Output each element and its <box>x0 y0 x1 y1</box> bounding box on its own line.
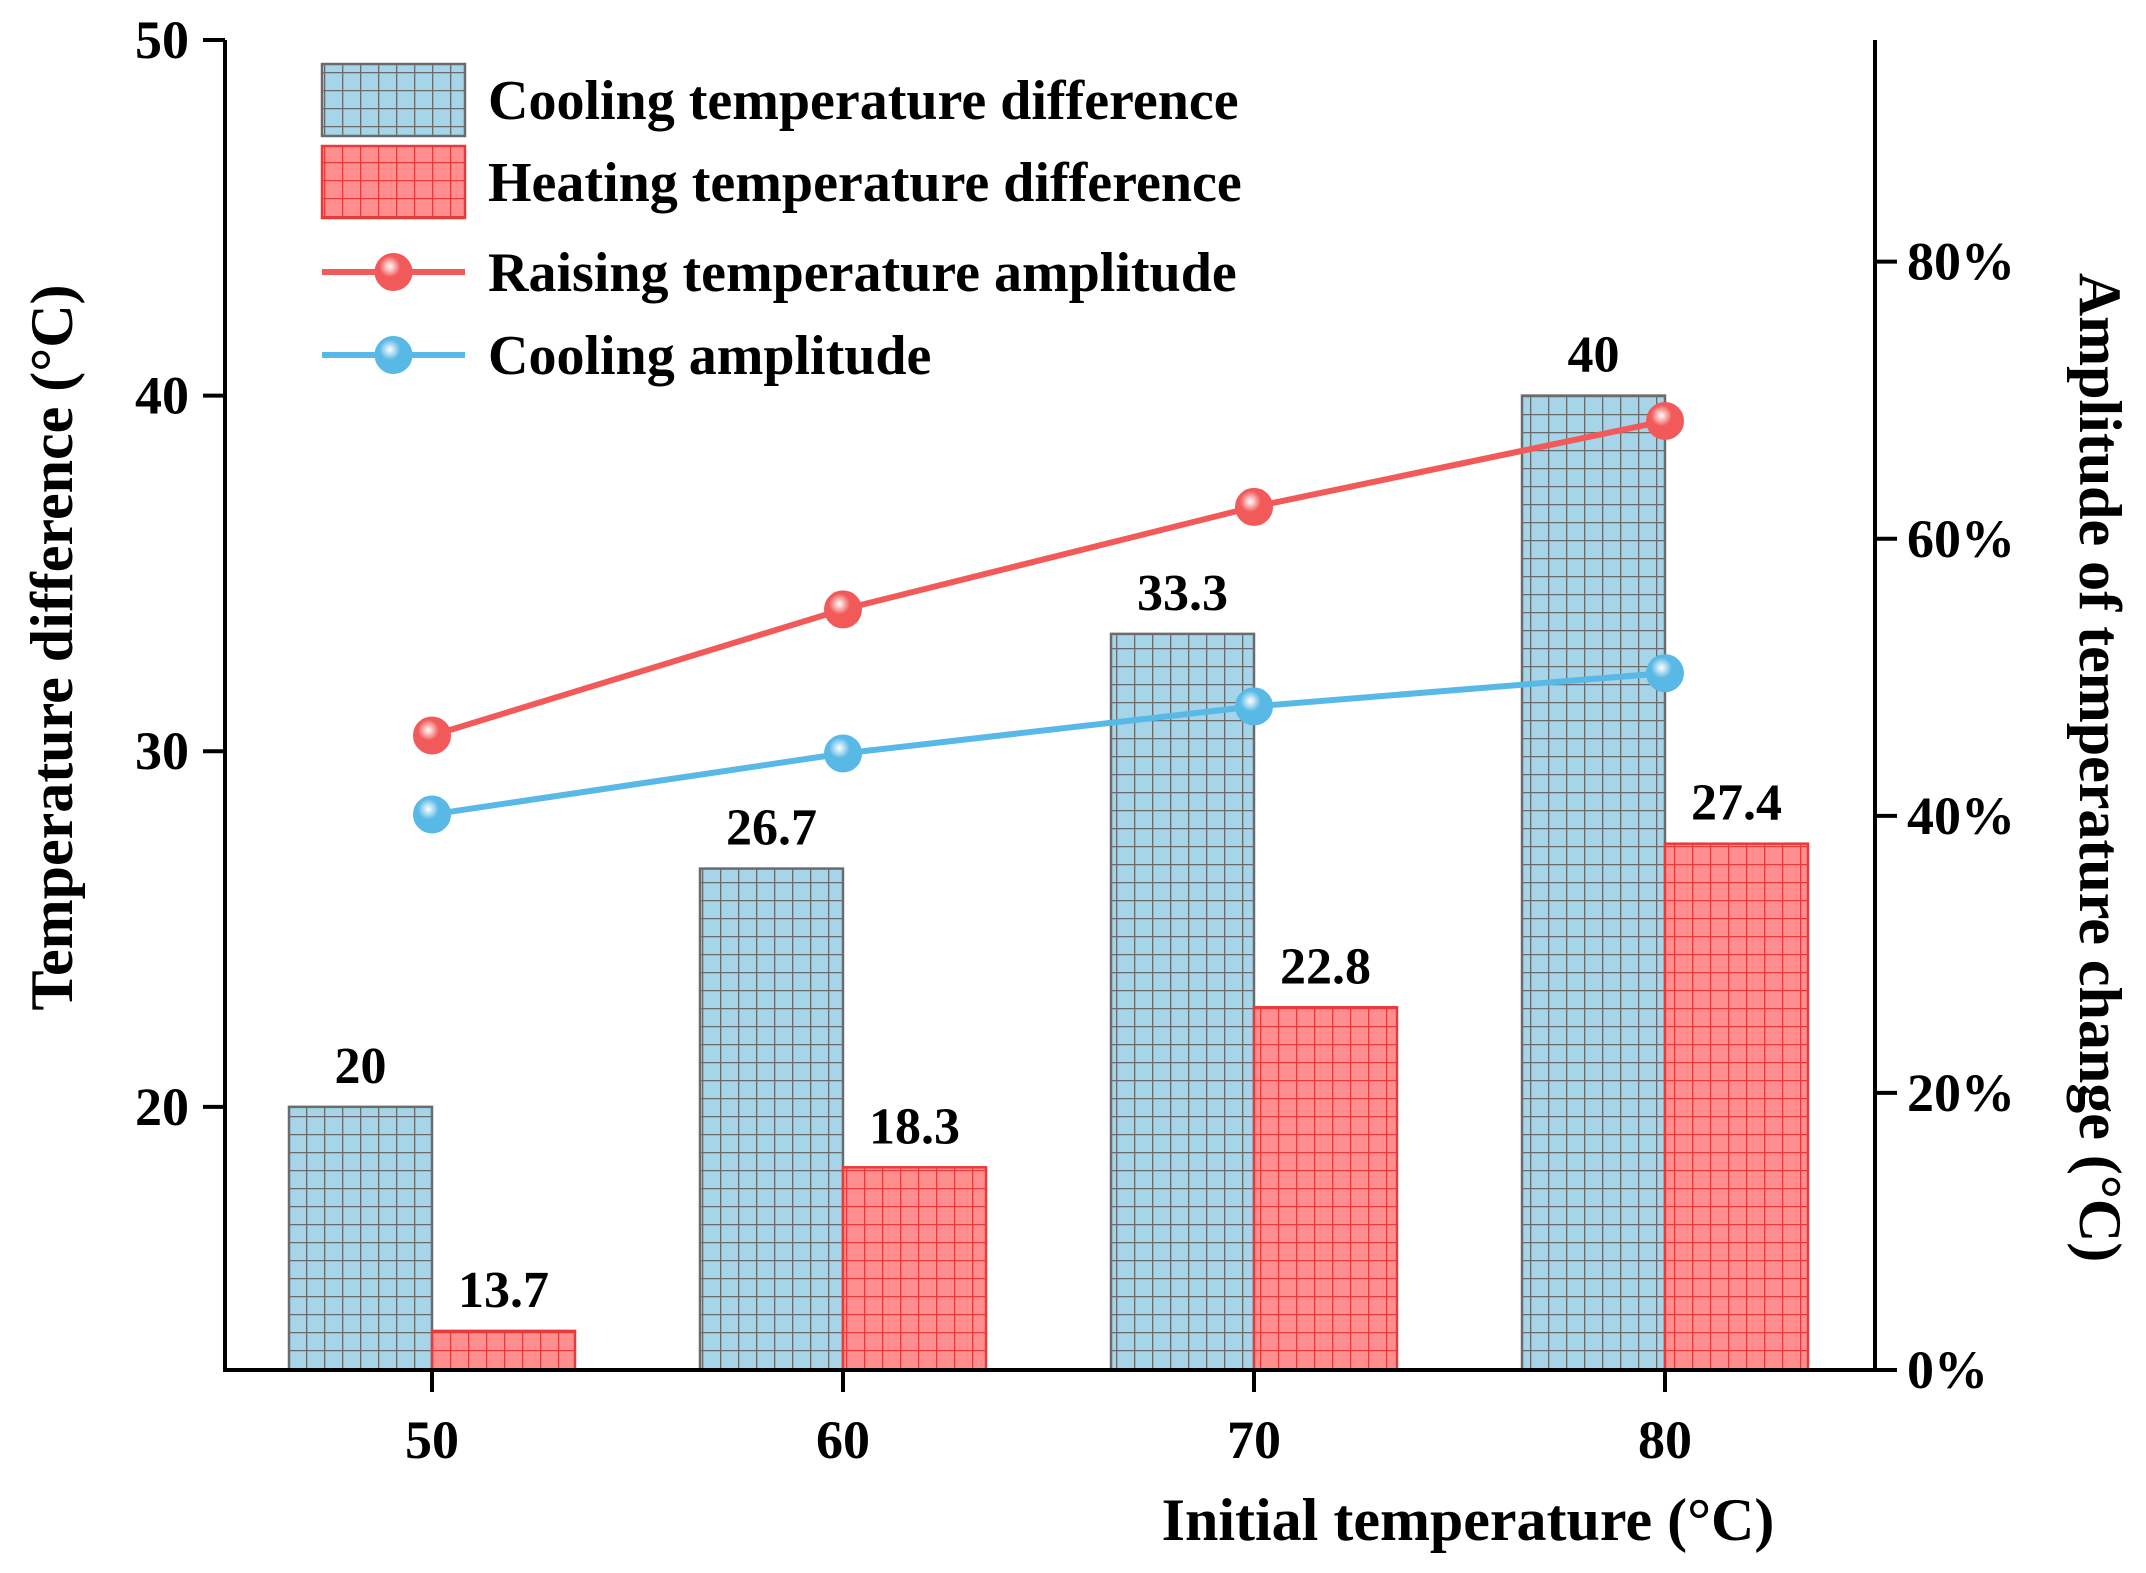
x-tick-label-50: 50 <box>405 1410 459 1470</box>
cooling-amplitude-line <box>431 670 1666 818</box>
heating-data-label-70: 22.8 <box>1280 938 1371 995</box>
cooling-bar-70 <box>1109 632 1256 1372</box>
cooling-amplitude-point-80 <box>1646 654 1684 693</box>
cooling-amplitude-point-70 <box>1235 687 1273 726</box>
cooling-data-label-70: 33.3 <box>1137 565 1228 622</box>
right-tick-label-80: 80% <box>1907 232 2015 292</box>
x-tick-label-80: 80 <box>1638 1410 1692 1470</box>
left-tick-label-20: 20 <box>135 1077 189 1137</box>
heating-bar-50 <box>430 1329 577 1372</box>
right-y-axis-title: Amplitude of temperature change (°C) <box>2067 273 2133 1262</box>
legend-marker-2 <box>374 253 413 291</box>
bars-layer <box>287 394 1810 1372</box>
heating-data-label-80: 27.4 <box>1691 775 1782 832</box>
right-tick-label-60: 60% <box>1907 509 2015 569</box>
y-axis-title: Temperature difference (°C) <box>19 284 85 1010</box>
raising-amplitude-line <box>431 418 1666 739</box>
data-labels-layer: 20 13.7 26.7 18.3 33.3 22.8 40 27.4 <box>335 327 1783 1319</box>
cooling-data-label-50: 20 <box>335 1038 387 1095</box>
legend-swatch-1 <box>320 144 467 220</box>
raising-amplitude-point-50 <box>413 716 451 755</box>
cooling-bar-50 <box>287 1105 434 1372</box>
cooling-bar-80 <box>1520 394 1667 1372</box>
right-tick-label-0: 0% <box>1907 1340 1988 1400</box>
heating-data-label-60: 18.3 <box>869 1098 960 1155</box>
raising-amplitude-point-80 <box>1646 401 1684 440</box>
left-tick-label-50: 50 <box>135 10 189 70</box>
axes-layer: 20 30 40 50 0% 20% 40% 60% 80% 50 60 70 80 Initial te… <box>19 10 2133 1553</box>
raising-amplitude-point-70 <box>1235 487 1273 526</box>
right-tick-label-20: 20% <box>1907 1063 2015 1123</box>
legend: Cooling temperature difference Heating te… <box>320 62 1242 387</box>
heating-data-label-50: 13.7 <box>458 1262 549 1319</box>
legend-swatch-0 <box>320 62 467 138</box>
heating-bar-60 <box>841 1166 988 1372</box>
legend-label-1: Heating temperature difference <box>488 152 1242 214</box>
cooling-bar-60 <box>698 867 845 1372</box>
raising-amplitude-point-60 <box>824 590 862 629</box>
cooling-amplitude-point-50 <box>413 795 451 834</box>
legend-label-3: Cooling amplitude <box>488 325 931 387</box>
x-tick-label-60: 60 <box>816 1410 870 1470</box>
heating-bar-80 <box>1663 842 1810 1372</box>
left-tick-label-40: 40 <box>135 366 189 426</box>
heating-bar-70 <box>1252 1006 1399 1372</box>
cooling-data-label-60: 26.7 <box>726 800 817 857</box>
legend-marker-3 <box>374 336 413 374</box>
cooling-amplitude-point-60 <box>824 734 862 773</box>
legend-label-2: Raising temperature amplitude <box>488 242 1237 304</box>
cooling-data-label-80: 40 <box>1568 327 1620 384</box>
left-tick-label-30: 30 <box>135 721 189 781</box>
x-axis-title: Initial temperature (°C) <box>1162 1487 1775 1553</box>
x-tick-label-70: 70 <box>1227 1410 1281 1470</box>
right-tick-label-40: 40% <box>1907 786 2015 846</box>
lines-layer <box>413 401 1684 834</box>
legend-label-0: Cooling temperature difference <box>488 70 1239 132</box>
